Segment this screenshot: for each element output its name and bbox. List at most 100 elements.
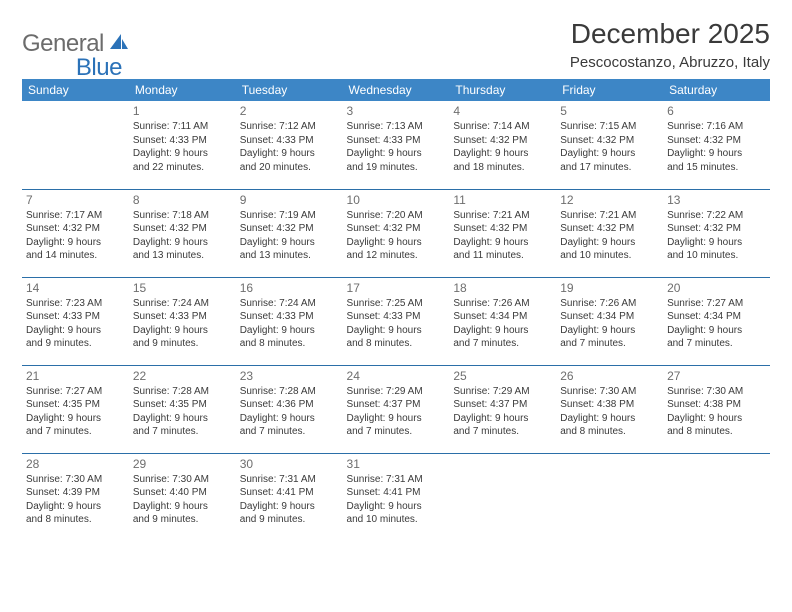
day-number: 10 <box>347 193 446 207</box>
day-info-line: and 9 minutes. <box>240 513 339 527</box>
day-info-line: and 20 minutes. <box>240 161 339 175</box>
day-info-line: Sunset: 4:33 PM <box>133 134 232 148</box>
calendar-cell: 23Sunrise: 7:28 AMSunset: 4:36 PMDayligh… <box>236 365 343 453</box>
day-info-line: and 13 minutes. <box>133 249 232 263</box>
sail-icon <box>108 32 130 57</box>
calendar-cell: 9Sunrise: 7:19 AMSunset: 4:32 PMDaylight… <box>236 189 343 277</box>
day-info-line: and 18 minutes. <box>453 161 552 175</box>
day-info-line: and 12 minutes. <box>347 249 446 263</box>
logo: General Blue <box>22 18 122 70</box>
day-info-line: Sunset: 4:32 PM <box>560 134 659 148</box>
day-info-line: and 8 minutes. <box>26 513 125 527</box>
calendar-cell: 16Sunrise: 7:24 AMSunset: 4:33 PMDayligh… <box>236 277 343 365</box>
calendar-cell: 7Sunrise: 7:17 AMSunset: 4:32 PMDaylight… <box>22 189 129 277</box>
day-info-line: Sunrise: 7:18 AM <box>133 209 232 223</box>
day-number: 18 <box>453 281 552 295</box>
day-info-line: and 10 minutes. <box>560 249 659 263</box>
day-info-line: and 10 minutes. <box>347 513 446 527</box>
day-info-line: Sunrise: 7:15 AM <box>560 120 659 134</box>
day-info-line: and 9 minutes. <box>26 337 125 351</box>
day-number: 23 <box>240 369 339 383</box>
day-info-line: Sunset: 4:38 PM <box>560 398 659 412</box>
day-number: 25 <box>453 369 552 383</box>
day-info-line: Daylight: 9 hours <box>347 236 446 250</box>
weekday-header: Tuesday <box>236 79 343 101</box>
day-info-line: Daylight: 9 hours <box>240 236 339 250</box>
calendar-row: 1Sunrise: 7:11 AMSunset: 4:33 PMDaylight… <box>22 101 770 189</box>
day-info-line: and 7 minutes. <box>453 337 552 351</box>
day-info-line: Daylight: 9 hours <box>240 147 339 161</box>
calendar-row: 28Sunrise: 7:30 AMSunset: 4:39 PMDayligh… <box>22 453 770 541</box>
day-info-line: Sunset: 4:33 PM <box>347 310 446 324</box>
day-info-line: and 7 minutes. <box>667 337 766 351</box>
day-info-line: Sunrise: 7:11 AM <box>133 120 232 134</box>
day-number: 24 <box>347 369 446 383</box>
day-number: 29 <box>133 457 232 471</box>
calendar-row: 7Sunrise: 7:17 AMSunset: 4:32 PMDaylight… <box>22 189 770 277</box>
calendar-cell: 14Sunrise: 7:23 AMSunset: 4:33 PMDayligh… <box>22 277 129 365</box>
day-info-line: Sunrise: 7:14 AM <box>453 120 552 134</box>
calendar-row: 14Sunrise: 7:23 AMSunset: 4:33 PMDayligh… <box>22 277 770 365</box>
calendar-cell: 13Sunrise: 7:22 AMSunset: 4:32 PMDayligh… <box>663 189 770 277</box>
day-info-line: and 14 minutes. <box>26 249 125 263</box>
calendar-cell: 17Sunrise: 7:25 AMSunset: 4:33 PMDayligh… <box>343 277 450 365</box>
day-number: 5 <box>560 104 659 118</box>
day-info-line: Daylight: 9 hours <box>667 412 766 426</box>
day-info-line: Sunset: 4:32 PM <box>453 222 552 236</box>
day-info-line: Sunset: 4:40 PM <box>133 486 232 500</box>
day-info-line: Sunrise: 7:28 AM <box>240 385 339 399</box>
day-info-line: Daylight: 9 hours <box>26 500 125 514</box>
day-number: 4 <box>453 104 552 118</box>
day-info-line: Sunset: 4:37 PM <box>453 398 552 412</box>
weekday-header: Monday <box>129 79 236 101</box>
day-info-line: and 8 minutes. <box>347 337 446 351</box>
title-block: December 2025 Pescocostanzo, Abruzzo, It… <box>570 18 770 71</box>
day-info-line: and 15 minutes. <box>667 161 766 175</box>
day-info-line: and 9 minutes. <box>133 513 232 527</box>
calendar-cell: 1Sunrise: 7:11 AMSunset: 4:33 PMDaylight… <box>129 101 236 189</box>
day-info-line: Daylight: 9 hours <box>133 147 232 161</box>
day-info-line: Daylight: 9 hours <box>240 324 339 338</box>
weekday-header: Sunday <box>22 79 129 101</box>
page-title: December 2025 <box>570 18 770 50</box>
day-info-line: Sunset: 4:32 PM <box>347 222 446 236</box>
day-info-line: and 19 minutes. <box>347 161 446 175</box>
day-info-line: Sunset: 4:37 PM <box>347 398 446 412</box>
day-info-line: Sunset: 4:32 PM <box>667 222 766 236</box>
calendar-body: 1Sunrise: 7:11 AMSunset: 4:33 PMDaylight… <box>22 101 770 541</box>
calendar-cell: 22Sunrise: 7:28 AMSunset: 4:35 PMDayligh… <box>129 365 236 453</box>
calendar-cell: 31Sunrise: 7:31 AMSunset: 4:41 PMDayligh… <box>343 453 450 541</box>
day-info-line: Daylight: 9 hours <box>133 500 232 514</box>
day-info-line: Sunrise: 7:16 AM <box>667 120 766 134</box>
day-info-line: Sunset: 4:32 PM <box>560 222 659 236</box>
logo-text-blue: Blue <box>76 54 122 82</box>
day-info-line: Sunrise: 7:24 AM <box>133 297 232 311</box>
day-info-line: Daylight: 9 hours <box>453 147 552 161</box>
day-info-line: Daylight: 9 hours <box>667 147 766 161</box>
day-info-line: Sunset: 4:33 PM <box>347 134 446 148</box>
calendar-cell: 19Sunrise: 7:26 AMSunset: 4:34 PMDayligh… <box>556 277 663 365</box>
calendar-cell: 11Sunrise: 7:21 AMSunset: 4:32 PMDayligh… <box>449 189 556 277</box>
calendar-cell: 4Sunrise: 7:14 AMSunset: 4:32 PMDaylight… <box>449 101 556 189</box>
calendar-cell: 8Sunrise: 7:18 AMSunset: 4:32 PMDaylight… <box>129 189 236 277</box>
day-info-line: Daylight: 9 hours <box>133 324 232 338</box>
day-info-line: and 9 minutes. <box>133 337 232 351</box>
day-info-line: Daylight: 9 hours <box>347 412 446 426</box>
calendar-cell: 21Sunrise: 7:27 AMSunset: 4:35 PMDayligh… <box>22 365 129 453</box>
calendar-cell: 20Sunrise: 7:27 AMSunset: 4:34 PMDayligh… <box>663 277 770 365</box>
calendar-cell: 27Sunrise: 7:30 AMSunset: 4:38 PMDayligh… <box>663 365 770 453</box>
day-info-line: Daylight: 9 hours <box>453 324 552 338</box>
day-info-line: and 8 minutes. <box>667 425 766 439</box>
day-number: 3 <box>347 104 446 118</box>
day-number: 27 <box>667 369 766 383</box>
weekday-header-row: Sunday Monday Tuesday Wednesday Thursday… <box>22 79 770 101</box>
calendar-cell <box>22 101 129 189</box>
day-info-line: Daylight: 9 hours <box>560 236 659 250</box>
day-info-line: Daylight: 9 hours <box>560 412 659 426</box>
day-info-line: Sunrise: 7:13 AM <box>347 120 446 134</box>
day-info-line: and 13 minutes. <box>240 249 339 263</box>
day-info-line: Sunrise: 7:28 AM <box>133 385 232 399</box>
day-info-line: Sunrise: 7:27 AM <box>667 297 766 311</box>
day-info-line: Sunrise: 7:29 AM <box>347 385 446 399</box>
day-info-line: and 10 minutes. <box>667 249 766 263</box>
